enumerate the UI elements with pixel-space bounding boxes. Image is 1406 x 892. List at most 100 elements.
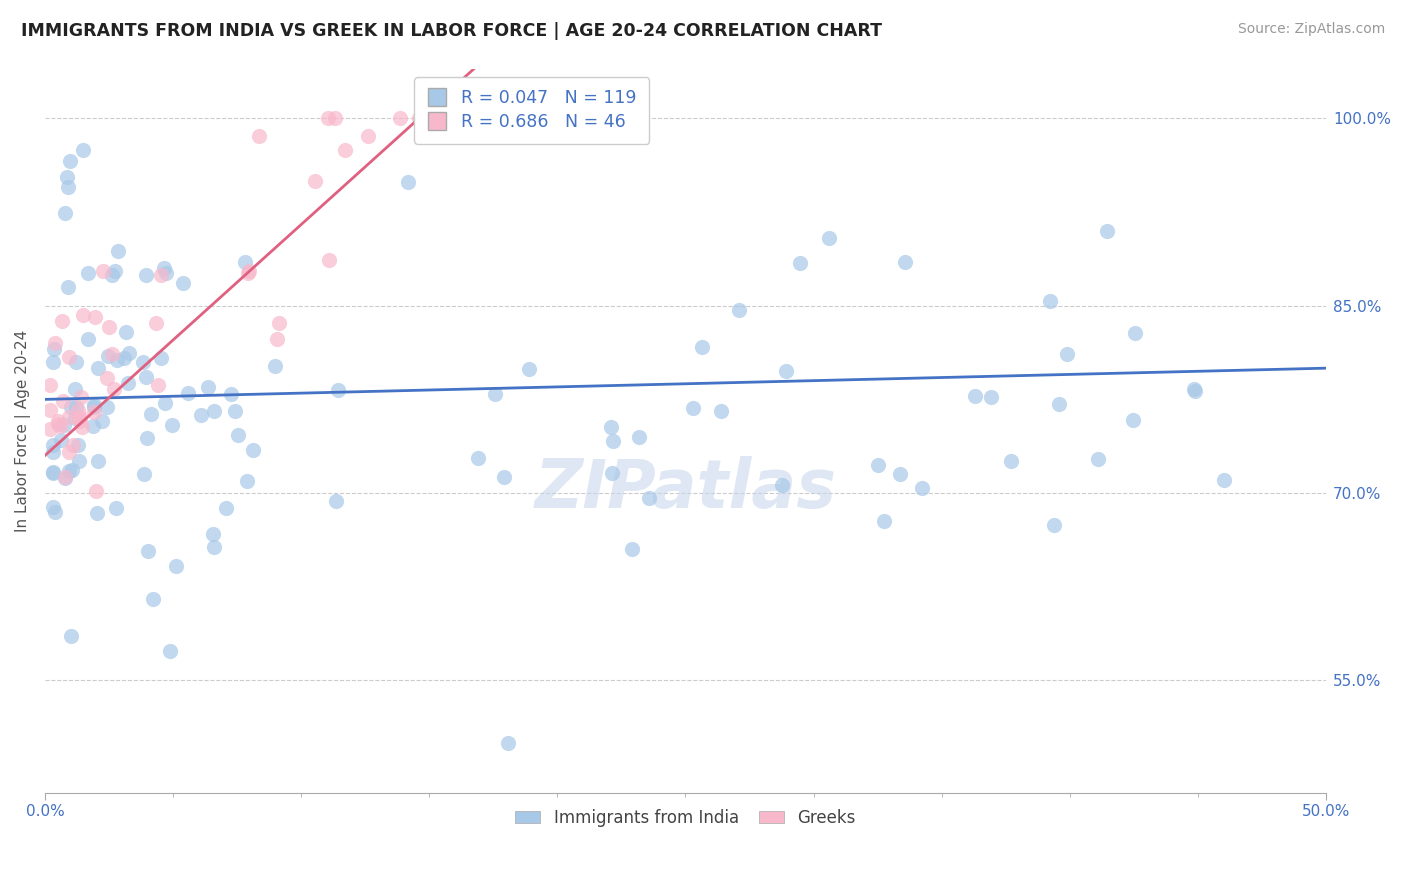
Point xyxy=(70,390,93,404)
Point xyxy=(39,422,62,436)
Point xyxy=(77,266,100,280)
Point xyxy=(41,465,63,479)
Point xyxy=(96,371,118,385)
Point xyxy=(44,335,66,350)
Point xyxy=(159,643,181,657)
Point xyxy=(49,419,72,434)
Point xyxy=(818,231,841,245)
Point xyxy=(72,143,94,157)
Point xyxy=(87,454,110,468)
Point xyxy=(236,474,259,488)
Point xyxy=(264,359,287,373)
Point xyxy=(105,500,128,515)
Point xyxy=(83,398,105,412)
Point xyxy=(692,340,714,354)
Point xyxy=(60,629,83,643)
Point xyxy=(65,401,87,415)
Point xyxy=(150,268,173,283)
Point xyxy=(775,364,797,378)
Point xyxy=(100,346,122,360)
Point xyxy=(56,170,79,185)
Text: IMMIGRANTS FROM INDIA VS GREEK IN LABOR FORCE | AGE 20-24 CORRELATION CHART: IMMIGRANTS FROM INDIA VS GREEK IN LABOR … xyxy=(21,22,882,40)
Point xyxy=(236,266,259,280)
Point xyxy=(868,458,890,473)
Point xyxy=(44,505,66,519)
Point xyxy=(219,387,242,401)
Point xyxy=(197,380,219,394)
Y-axis label: In Labor Force | Age 20-24: In Labor Force | Age 20-24 xyxy=(15,329,31,532)
Point xyxy=(103,382,125,396)
Point xyxy=(600,420,623,434)
Point xyxy=(41,438,63,452)
Point xyxy=(1184,384,1206,398)
Point xyxy=(59,400,82,414)
Point xyxy=(52,394,75,409)
Point xyxy=(165,559,187,574)
Point xyxy=(627,429,650,443)
Point xyxy=(150,351,173,365)
Point xyxy=(1087,452,1109,467)
Point xyxy=(177,385,200,400)
Point xyxy=(96,401,118,415)
Point xyxy=(41,445,63,459)
Point xyxy=(56,280,79,294)
Point xyxy=(82,419,104,434)
Point xyxy=(638,491,661,506)
Point xyxy=(67,438,90,452)
Point xyxy=(1039,294,1062,309)
Point xyxy=(42,343,65,357)
Point xyxy=(136,544,159,558)
Point xyxy=(93,264,115,278)
Point xyxy=(67,402,90,417)
Point xyxy=(58,464,80,478)
Point xyxy=(39,378,62,392)
Point xyxy=(46,414,69,428)
Point xyxy=(60,462,83,476)
Point xyxy=(134,467,156,482)
Point xyxy=(266,332,288,346)
Point xyxy=(318,252,340,267)
Point xyxy=(142,592,165,607)
Point xyxy=(238,264,260,278)
Point xyxy=(58,409,80,424)
Point xyxy=(153,395,176,409)
Point xyxy=(72,308,94,322)
Point xyxy=(155,266,177,280)
Point xyxy=(83,400,105,414)
Point xyxy=(894,255,917,269)
Point xyxy=(70,420,93,434)
Point xyxy=(67,454,90,468)
Point xyxy=(51,314,73,328)
Point xyxy=(517,361,540,376)
Point xyxy=(492,470,515,484)
Point xyxy=(52,417,75,432)
Point xyxy=(789,256,811,270)
Point xyxy=(141,407,163,421)
Point xyxy=(69,414,91,428)
Point xyxy=(1213,473,1236,487)
Point xyxy=(496,736,519,750)
Point xyxy=(408,112,430,126)
Point xyxy=(1122,413,1144,427)
Point xyxy=(62,438,84,452)
Point xyxy=(215,501,238,516)
Point xyxy=(135,370,157,384)
Point xyxy=(69,410,91,425)
Point xyxy=(101,268,124,283)
Point xyxy=(326,384,349,398)
Point xyxy=(145,316,167,330)
Point xyxy=(41,355,63,369)
Point xyxy=(710,403,733,417)
Legend: Immigrants from India, Greeks: Immigrants from India, Greeks xyxy=(508,800,863,835)
Point xyxy=(49,434,72,448)
Point xyxy=(148,378,170,392)
Point xyxy=(65,354,87,368)
Point xyxy=(1000,454,1022,468)
Point xyxy=(202,527,225,541)
Point xyxy=(233,254,256,268)
Point xyxy=(91,414,114,428)
Point xyxy=(117,345,139,359)
Point xyxy=(132,355,155,369)
Point xyxy=(135,431,157,445)
Point xyxy=(728,302,751,317)
